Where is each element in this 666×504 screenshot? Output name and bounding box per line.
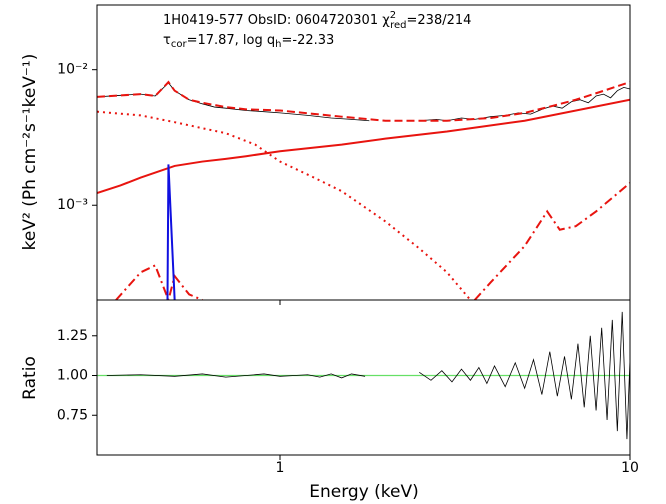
y-tick-label: 10⁻³ — [57, 197, 88, 213]
series-line — [97, 110, 472, 300]
y-tick-label: 1.25 — [57, 328, 88, 344]
y-axis-label: keV² (Ph cm⁻²s⁻¹keV⁻¹) — [20, 54, 40, 251]
series-line — [115, 182, 630, 300]
series-line — [166, 164, 176, 300]
x-axis-label: Energy (keV) — [309, 482, 419, 502]
annotation-text: =17.87, log q — [187, 33, 276, 48]
annotation: τcor=17.87, log qh=-22.33 — [163, 33, 334, 51]
y-tick-label: 0.75 — [57, 407, 88, 423]
series-line — [97, 98, 630, 195]
y-tick-label: 10⁻² — [57, 62, 88, 78]
annotation-text: =-22.33 — [281, 33, 334, 48]
series-line — [106, 311, 630, 440]
annotation-text: 1H0419-577 ObsID: 0604720301 χ — [163, 13, 390, 28]
annotation-text: τ — [163, 33, 171, 48]
y-tick-label: 1.00 — [57, 368, 88, 384]
annotation: 1H0419-577 ObsID: 0604720301 χ2 red=238/2… — [163, 10, 471, 31]
plot-frame — [96, 299, 631, 456]
series-line — [97, 80, 630, 122]
y-axis-label: Ratio — [20, 356, 40, 400]
x-tick-label: 10 — [621, 460, 639, 476]
x-tick-label: 1 — [276, 460, 285, 476]
annotation-text: =238/214 — [407, 13, 472, 28]
annotation-sub: red — [390, 20, 406, 31]
annotation-sub: cor — [171, 39, 188, 50]
annotation-sup: 2 — [390, 10, 396, 21]
annotation-sub: h — [275, 39, 281, 50]
